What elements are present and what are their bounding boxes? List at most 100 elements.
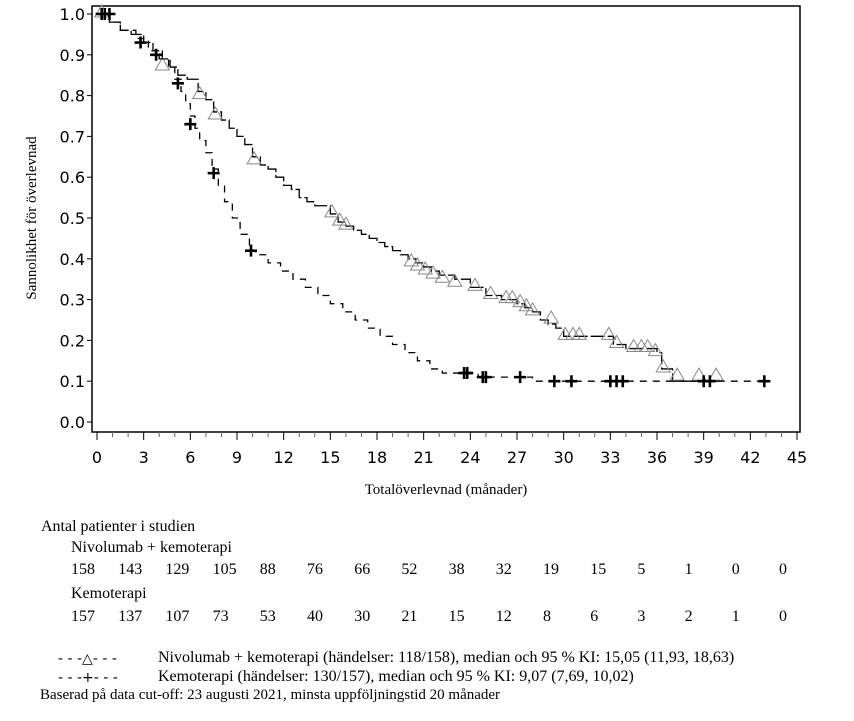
- y-tick-label: 0.7: [60, 127, 85, 146]
- censor-plus: [103, 8, 116, 20]
- x-tick-label: 27: [507, 448, 527, 467]
- risk-count: 40: [307, 608, 323, 625]
- x-tick-label: 33: [600, 448, 620, 467]
- risk-count: 30: [354, 608, 371, 625]
- risk-count: 1: [731, 608, 740, 625]
- censor-triangle: [246, 150, 262, 165]
- y-tick-label: 0.9: [60, 46, 85, 65]
- censor-triangle: [191, 85, 208, 100]
- censor-triangle: [655, 358, 672, 373]
- y-tick-label: 0.6: [60, 168, 85, 187]
- censor-triangle: [625, 338, 642, 353]
- censor-triangle: [482, 285, 499, 300]
- risk-count: 107: [165, 608, 190, 625]
- risk-count: 21: [401, 608, 418, 625]
- censor-plus: [207, 167, 220, 180]
- risk-count: 5: [637, 561, 646, 578]
- risk-group-label: Nivolumab + kemoterapi: [71, 539, 232, 556]
- x-tick-label: 18: [367, 448, 387, 467]
- censor-triangle: [467, 277, 483, 291]
- censor-plus: [461, 367, 474, 380]
- risk-count: 38: [448, 561, 465, 578]
- censor-triangle: [446, 273, 463, 287]
- risk-count: 1: [684, 561, 693, 578]
- legend-text-nivolumab: Nivolumab + kemoterapi (händelser: 118/1…: [158, 649, 735, 666]
- censor-triangle: [512, 293, 528, 308]
- series-layer: [93, 4, 771, 388]
- footnote: Baserad på data cut-off: 23 augusti 2021…: [40, 687, 501, 703]
- x-tick-label: 24: [460, 448, 480, 467]
- legend-symbol-nivolumab: - - -△- - -: [58, 651, 117, 667]
- censor-triangle: [543, 310, 560, 324]
- x-tick-label: 36: [647, 448, 667, 467]
- censor-triangle: [571, 326, 588, 340]
- risk-count: 143: [118, 561, 143, 578]
- km-curve-nivolumab: [97, 13, 720, 382]
- x-tick-label: 30: [553, 448, 573, 467]
- x-tick-label: 0: [92, 448, 102, 467]
- x-tick-label: 12: [273, 448, 293, 467]
- risk-count: 52: [401, 561, 418, 578]
- risk-count: 105: [212, 561, 237, 578]
- censor-plus: [548, 375, 561, 388]
- x-tick-label: 6: [185, 448, 195, 467]
- x-tick-label: 45: [787, 448, 807, 467]
- risk-count: 76: [307, 561, 323, 578]
- risk-count: 0: [779, 561, 787, 578]
- x-tick-label: 21: [413, 448, 433, 467]
- censor-triangle: [557, 326, 574, 340]
- censor-triangle: [331, 212, 348, 226]
- risk-count: 157: [71, 608, 95, 625]
- censor-plus: [514, 371, 527, 384]
- x-tick-label: 9: [232, 448, 242, 467]
- censor-triangle: [504, 289, 521, 304]
- censor-plus: [134, 36, 147, 49]
- censor-plus: [171, 77, 184, 90]
- x-tick-label: 42: [740, 448, 760, 467]
- km-chart: 0.00.10.20.30.40.50.60.70.80.91.00 3 6 9 12 1…: [24, 4, 808, 498]
- y-tick-label: 0.2: [60, 331, 85, 350]
- risk-count: 19: [543, 561, 559, 578]
- risk-count: 8: [543, 608, 551, 625]
- censor-triangle: [708, 367, 724, 381]
- risk-count: 6: [590, 608, 599, 625]
- censor-plus: [184, 118, 197, 131]
- risk-table-title: Antal patienter i studien: [41, 518, 196, 535]
- censor-triangle: [434, 269, 451, 283]
- risk-count: 53: [259, 608, 276, 625]
- censor-triangle: [524, 301, 541, 316]
- legend-text-kemoterapi: Kemoterapi (händelser: 130/157), median …: [158, 668, 634, 685]
- censor-plus: [150, 48, 163, 61]
- censor-triangle: [403, 252, 420, 267]
- risk-count: 0: [779, 608, 787, 625]
- censor-plus: [616, 375, 629, 388]
- x-tick-label: 3: [139, 448, 149, 467]
- risk-count: 0: [731, 561, 740, 578]
- y-tick-label: 0.5: [60, 209, 85, 228]
- y-tick-label: 0.1: [60, 372, 85, 391]
- risk-count: 32: [495, 561, 512, 578]
- censor-triangle: [518, 297, 535, 312]
- censor-plus: [479, 371, 492, 384]
- censor-plus: [245, 244, 257, 257]
- censor-triangle: [154, 57, 171, 71]
- risk-count: 3: [637, 608, 646, 625]
- censor-plus: [565, 375, 578, 388]
- risk-count: 129: [165, 561, 190, 578]
- risk-group-label: Kemoterapi: [71, 585, 147, 602]
- risk-count: 137: [118, 608, 143, 625]
- risk-count: 12: [495, 608, 512, 625]
- plot-frame: [91, 5, 801, 433]
- y-axis-title: Sannolikhet för överlevnad: [24, 136, 40, 300]
- risk-count: 88: [259, 561, 276, 578]
- censor-triangle: [600, 326, 617, 340]
- risk-count: 2: [684, 608, 693, 625]
- km-curve-kemoterapi: [97, 13, 766, 382]
- censor-triangle: [639, 338, 656, 353]
- censor-triangle: [417, 261, 434, 275]
- y-tick-label: 0.4: [60, 250, 85, 269]
- censor-plus: [703, 375, 716, 388]
- axes: 0.00.10.20.30.40.50.60.70.80.91.00 3 6 9 12 1…: [60, 5, 808, 467]
- x-tick-label: 15: [320, 448, 340, 467]
- censor-triangle: [647, 342, 664, 357]
